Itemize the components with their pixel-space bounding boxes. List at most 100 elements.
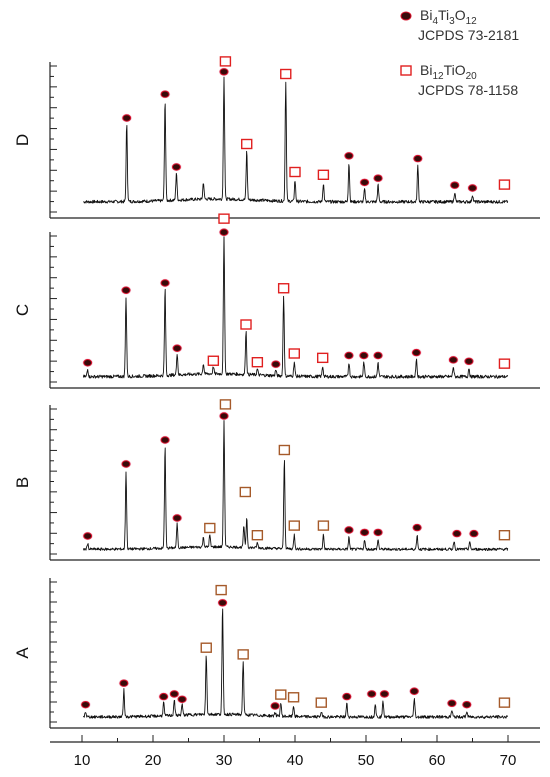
bi4ti3o12-marker xyxy=(172,344,182,352)
bi12tio20-marker xyxy=(275,689,287,700)
bi4ti3o12-marker xyxy=(344,526,354,534)
panel-label-C: C xyxy=(13,304,32,316)
bi4ti3o12-marker xyxy=(447,699,457,707)
bi4ti3o12-marker xyxy=(448,356,458,364)
legend-square-marker xyxy=(400,65,412,76)
x-tick-label: 20 xyxy=(145,752,162,769)
bi4ti3o12-marker xyxy=(121,286,131,294)
bi12tio20-marker xyxy=(219,56,232,67)
bi4ti3o12-marker xyxy=(122,114,132,122)
bi4ti3o12-marker xyxy=(464,357,474,365)
panel-label-A: A xyxy=(13,647,32,659)
x-tick-label: 30 xyxy=(216,752,233,769)
bi12tio20-marker xyxy=(204,522,216,534)
panel-D: D xyxy=(13,56,540,219)
bi12tio20-marker xyxy=(251,357,264,368)
bi4ti3o12-marker xyxy=(373,528,383,537)
bi4ti3o12-marker xyxy=(270,702,280,710)
xrd-panels: D C B A xyxy=(13,56,540,729)
xrd-trace-A xyxy=(82,608,509,719)
bi4ti3o12-marker xyxy=(159,692,169,701)
bi4ti3o12-marker xyxy=(119,679,129,687)
bi4ti3o12-marker xyxy=(359,351,369,360)
bi12tio20-marker xyxy=(240,319,252,330)
bi4ti3o12-marker xyxy=(360,178,370,187)
bi12tio20-marker xyxy=(288,348,300,359)
bi12tio20-marker xyxy=(215,584,227,596)
xrd-trace-C xyxy=(82,234,509,379)
bi4ti3o12-marker xyxy=(373,174,383,182)
bi12tio20-marker xyxy=(317,520,330,531)
xrd-trace-D xyxy=(83,76,509,204)
bi12tio20-marker xyxy=(498,530,511,541)
panel-label-D: D xyxy=(13,134,32,146)
bi4ti3o12-marker xyxy=(160,279,170,287)
panel-B-markers xyxy=(82,399,511,541)
panel-D-y-ticks xyxy=(50,65,57,213)
bi4ti3o12-marker xyxy=(373,351,383,360)
panel-label-B: B xyxy=(13,477,32,488)
bi12tio20-marker xyxy=(237,649,249,660)
bi4ti3o12-marker xyxy=(81,700,91,709)
bi12tio20-marker xyxy=(200,642,212,653)
bi12tio20-marker xyxy=(219,399,232,410)
panel-A: A xyxy=(13,578,540,729)
bi4ti3o12-marker xyxy=(413,154,423,163)
bi12tio20-marker xyxy=(498,358,511,369)
bi12tio20-marker xyxy=(241,138,253,150)
bi12tio20-marker xyxy=(277,283,290,294)
bi4ti3o12-marker xyxy=(409,687,419,695)
x-tick-label: 50 xyxy=(358,752,375,769)
x-axis: 10 20 30 40 50 60 70 xyxy=(50,735,540,769)
bi4ti3o12-marker xyxy=(172,514,182,522)
x-tick-label: 70 xyxy=(500,752,517,769)
bi4ti3o12-marker xyxy=(271,360,281,368)
panel-B: B xyxy=(13,399,540,561)
bi12tio20-marker xyxy=(288,520,300,531)
bi12tio20-marker xyxy=(218,213,230,224)
bi12tio20-marker xyxy=(289,166,301,178)
bi12tio20-marker xyxy=(278,444,291,456)
bi4ti3o12-marker xyxy=(177,695,187,703)
bi12tio20-marker xyxy=(239,486,252,498)
panel-C: C xyxy=(13,213,540,389)
bi4ti3o12-marker xyxy=(367,690,377,698)
bi12tio20-marker xyxy=(317,169,330,181)
bi4ti3o12-marker xyxy=(169,690,179,698)
panel-B-y-ticks xyxy=(50,408,57,555)
legend-reference: JCPDS 73-2181 xyxy=(418,27,519,43)
panel-A-y-ticks xyxy=(50,581,57,723)
bi4ti3o12-marker xyxy=(121,460,131,468)
legend-formula: Bi4Ti3O12 xyxy=(420,7,477,27)
bi4ti3o12-marker xyxy=(468,184,477,192)
legend-reference: JCPDS 78-1158 xyxy=(418,82,518,98)
bi12tio20-marker xyxy=(287,692,300,703)
bi4ti3o12-marker xyxy=(219,412,229,420)
bi4ti3o12-marker xyxy=(462,700,472,709)
bi4ti3o12-marker xyxy=(218,599,228,607)
bi4ti3o12-marker xyxy=(219,228,229,236)
bi12tio20-marker xyxy=(280,68,292,80)
bi12tio20-marker xyxy=(316,352,329,364)
x-tick-label: 10 xyxy=(74,752,91,769)
xrd-trace-B xyxy=(82,419,509,551)
bi4ti3o12-marker xyxy=(412,523,422,532)
bi4ti3o12-marker xyxy=(160,436,170,444)
bi12tio20-marker xyxy=(207,355,220,366)
bi4ti3o12-marker xyxy=(469,529,479,538)
bi4ti3o12-marker xyxy=(83,532,93,540)
bi4ti3o12-marker xyxy=(344,351,354,360)
panel-D-markers xyxy=(121,56,511,193)
panel-C-y-ticks xyxy=(50,235,57,383)
x-tick-label: 60 xyxy=(429,752,446,769)
x-tick-label: 40 xyxy=(287,752,304,769)
bi4ti3o12-marker xyxy=(452,529,462,538)
bi4ti3o12-marker xyxy=(171,163,181,171)
bi4ti3o12-marker xyxy=(160,90,170,98)
bi12tio20-marker xyxy=(498,179,511,190)
legend-dot-marker xyxy=(400,11,412,21)
panel-A-markers xyxy=(80,584,511,711)
bi4ti3o12-marker xyxy=(344,152,354,160)
